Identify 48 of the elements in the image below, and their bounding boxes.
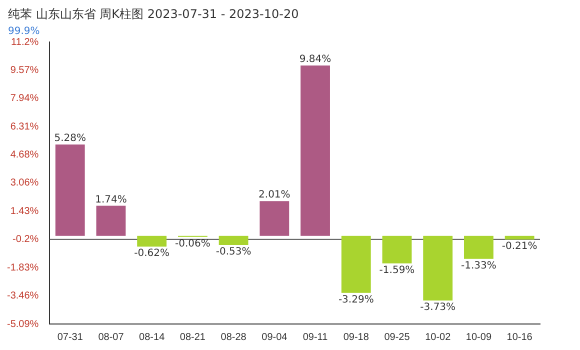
bar [137, 236, 167, 247]
bar [55, 144, 85, 236]
x-tick-label: 10-02 [425, 332, 452, 343]
data-label: -3.73% [420, 302, 456, 314]
bar [382, 236, 412, 264]
data-label: 2.01% [258, 190, 290, 201]
x-tick-label: 10-16 [506, 332, 533, 343]
y-tick-label: 6.31% [10, 121, 39, 132]
x-tick-label: 08-07 [98, 332, 124, 343]
bar [96, 206, 126, 236]
chart-title: 纯苯 山东山东省 周K柱图 2023-07-31 - 2023-10-20 [8, 6, 299, 23]
bar [464, 236, 494, 259]
y-tick-label: 4.68% [10, 150, 39, 161]
bar [260, 201, 290, 236]
chart-subtitle: 99.9% [8, 26, 40, 37]
y-tick-label: 11.2% [11, 36, 39, 48]
bar [341, 236, 371, 293]
bar [300, 66, 330, 236]
y-tick-label: 3.06% [10, 178, 39, 189]
x-tick-label: 08-21 [180, 332, 206, 343]
y-tick-label: 1.43% [10, 206, 39, 217]
x-tick-label: 09-18 [343, 332, 370, 343]
data-label: -0.21% [502, 241, 538, 252]
x-tick-label: 09-25 [384, 332, 410, 343]
x-tick-label: 09-04 [262, 332, 288, 343]
data-label: -0.06% [175, 238, 210, 250]
y-tick-label: -1.83% [6, 262, 39, 274]
data-label: 5.28% [54, 133, 86, 144]
y-tick-label: 7.94% [10, 93, 39, 104]
data-label: 9.84% [299, 54, 332, 66]
y-tick-label: -5.09% [6, 318, 39, 330]
data-label: -1.33% [461, 260, 496, 272]
data-label: 1.74% [95, 194, 127, 206]
x-tick-label: 07-31 [57, 332, 84, 343]
data-label: -0.53% [216, 246, 252, 258]
x-tick-label: 10-09 [466, 332, 492, 343]
x-tick-label: 08-28 [220, 332, 247, 343]
x-tick-label: 09-11 [302, 332, 328, 343]
bar [218, 236, 248, 246]
data-label: -3.29% [338, 294, 374, 306]
data-label: -0.62% [134, 248, 170, 260]
bar [423, 236, 453, 300]
x-tick-label: 08-14 [139, 332, 166, 343]
y-tick-label: 9.57% [10, 64, 39, 76]
y-tick-label: -3.46% [6, 290, 39, 302]
data-label: -1.59% [379, 265, 415, 276]
bar [504, 236, 534, 240]
y-tick-label: -0.2% [12, 234, 39, 246]
